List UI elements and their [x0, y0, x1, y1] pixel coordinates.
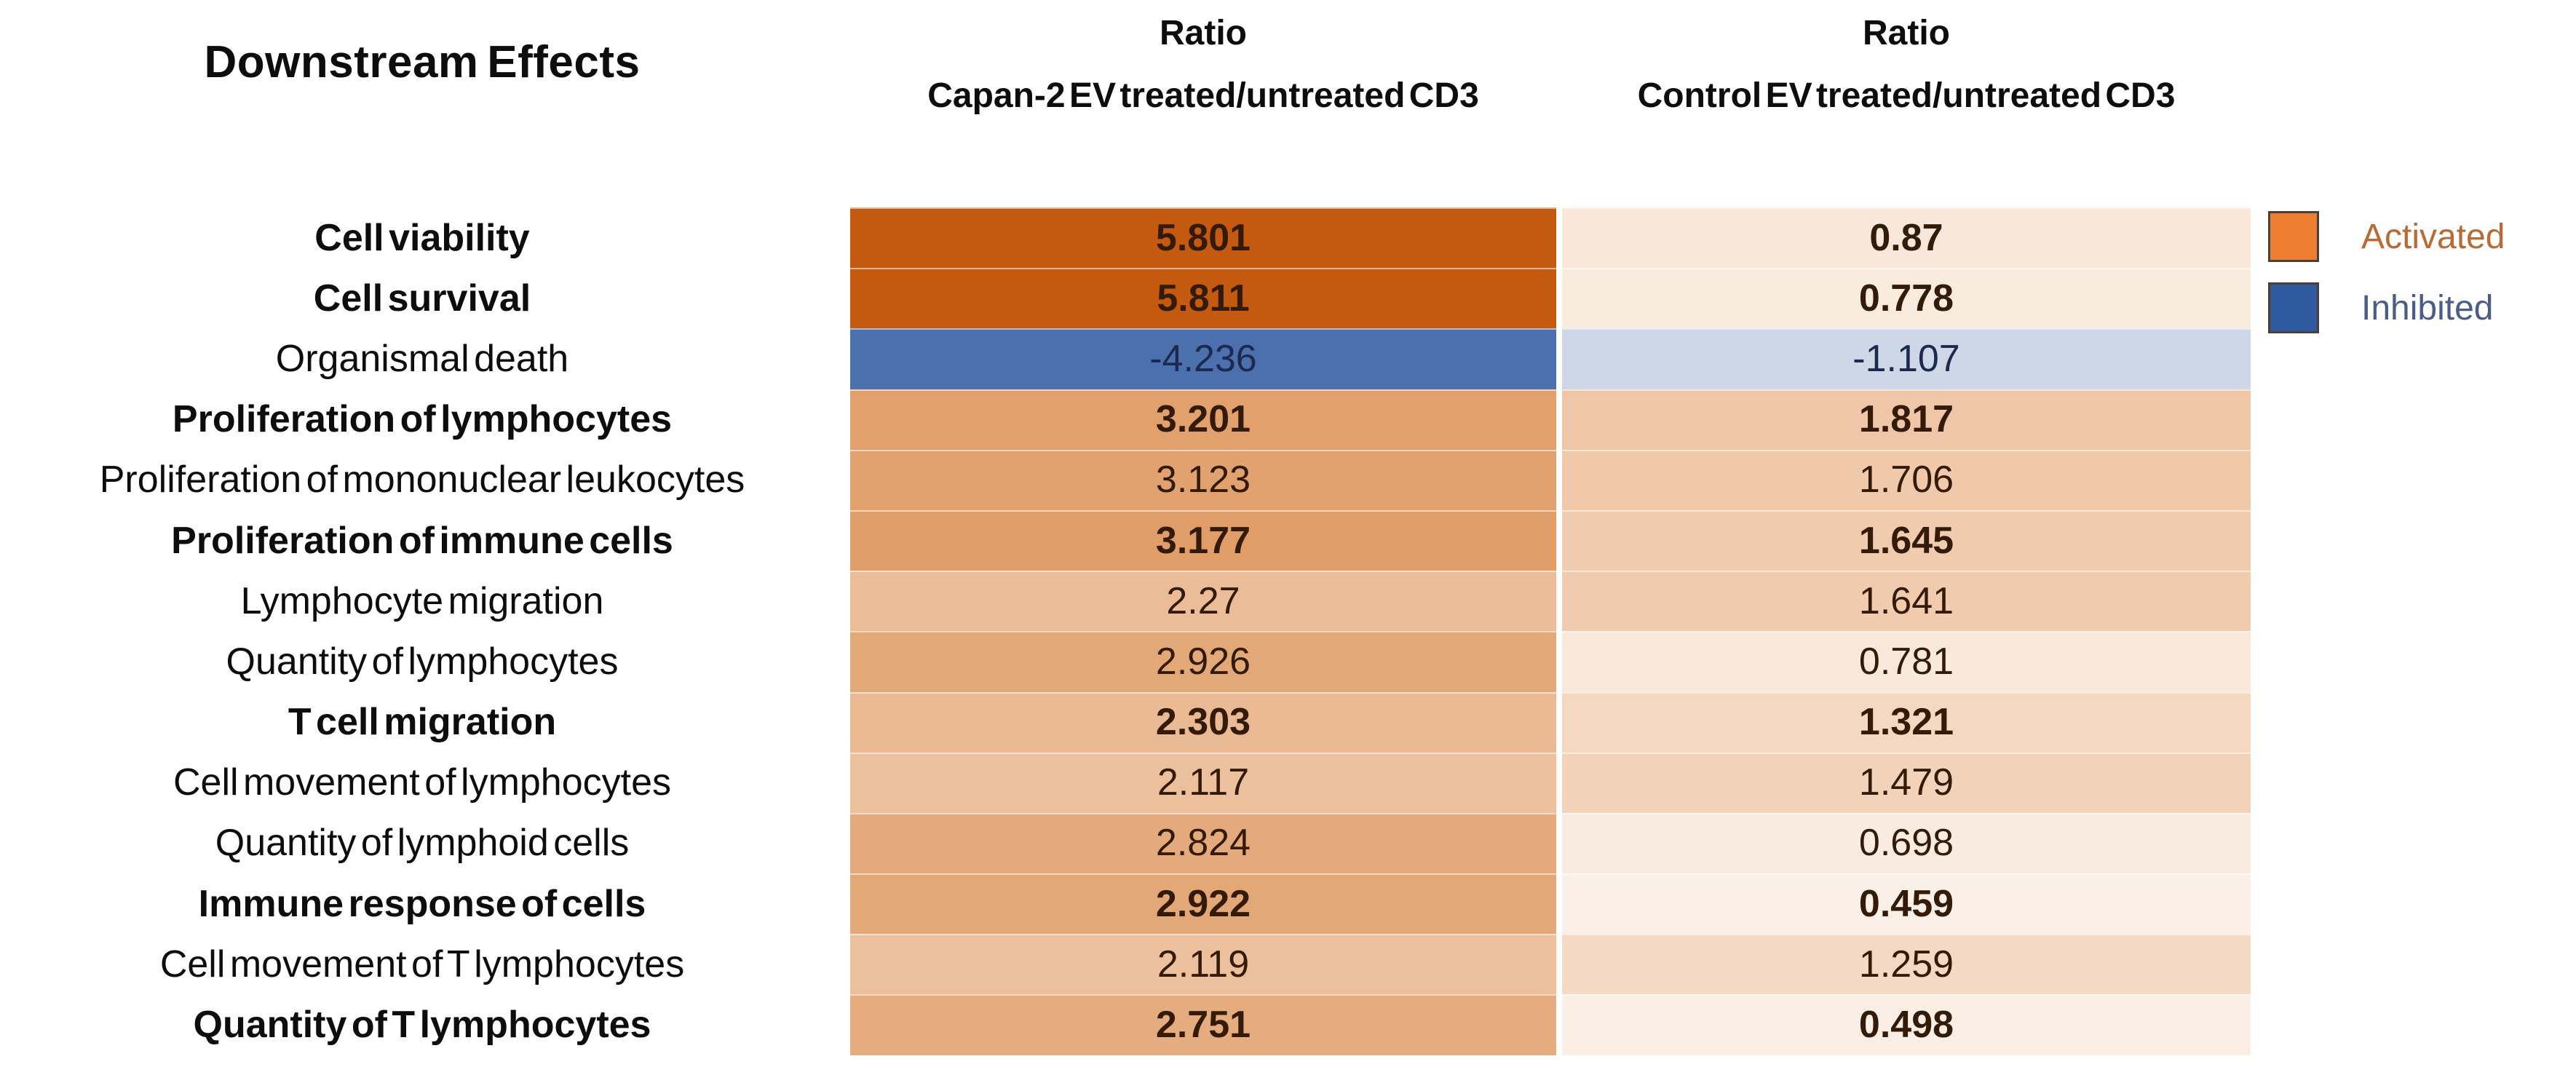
capan2-value-cell: 2.751 — [850, 994, 1556, 1055]
capan2-value-cell: 3.123 — [850, 449, 1556, 510]
heatmap-table: Cell viability 5.801 0.87 Cell survival … — [0, 207, 2251, 1055]
capan2-value-cell: 2.303 — [850, 691, 1556, 753]
legend: Activated Inhibited — [2268, 211, 2505, 354]
row-label: Organismal death — [275, 337, 569, 380]
control-value-cell: 0.778 — [1562, 268, 2251, 329]
column-subheader-control: Control EV treated/untreated CD3 — [1637, 76, 2176, 115]
column-header-ratio-capan2: Ratio — [1160, 14, 1247, 52]
row-label: Cell viability — [314, 216, 530, 259]
table-row: Lymphocyte migration 2.27 1.641 — [0, 571, 2251, 632]
legend-item-inhibited: Inhibited — [2268, 282, 2505, 333]
legend-label-activated: Activated — [2361, 217, 2505, 256]
table-row: Quantity of lymphocytes 2.926 0.781 — [0, 631, 2251, 692]
capan2-value-cell: 2.117 — [850, 752, 1556, 813]
capan2-value-cell: 5.801 — [850, 207, 1556, 269]
row-label: Proliferation of immune cells — [171, 519, 673, 562]
control-value-cell: 0.459 — [1562, 873, 2251, 935]
capan2-value-cell: 3.201 — [850, 389, 1556, 450]
table-row: Cell viability 5.801 0.87 — [0, 207, 2251, 269]
column-subheader-capan2: Capan-2 EV treated/untreated CD3 — [927, 76, 1479, 115]
control-value-cell: 1.259 — [1562, 934, 2251, 995]
capan2-value-cell: -4.236 — [850, 328, 1556, 389]
table-row: Immune response of cells 2.922 0.459 — [0, 873, 2251, 935]
row-label: Cell movement of T lymphocytes — [159, 943, 685, 985]
capan2-value-cell: 2.824 — [850, 812, 1556, 874]
table-row: Cell movement of T lymphocytes 2.119 1.2… — [0, 934, 2251, 995]
activated-swatch-icon — [2268, 211, 2319, 262]
capan2-value-cell: 2.119 — [850, 934, 1556, 995]
row-label: Proliferation of mononuclear leukocytes — [99, 459, 745, 501]
row-label: Quantity of lymphocytes — [226, 640, 619, 683]
table-row: Cell survival 5.811 0.778 — [0, 268, 2251, 329]
row-label: Lymphocyte migration — [240, 579, 604, 622]
control-value-cell: 1.321 — [1562, 691, 2251, 753]
row-label: Quantity of lymphoid cells — [215, 822, 630, 865]
capan2-value-cell: 2.926 — [850, 631, 1556, 692]
row-label: T cell migration — [288, 701, 557, 744]
table-row: T cell migration 2.303 1.321 — [0, 691, 2251, 753]
control-value-cell: 1.645 — [1562, 509, 2251, 571]
control-value-cell: 1.479 — [1562, 752, 2251, 813]
legend-item-activated: Activated — [2268, 211, 2505, 262]
control-value-cell: 0.498 — [1562, 994, 2251, 1055]
capan2-value-cell: 2.27 — [850, 571, 1556, 632]
control-value-cell: -1.107 — [1562, 328, 2251, 389]
table-row: Proliferation of immune cells 3.177 1.64… — [0, 509, 2251, 571]
column-header-ratio-control: Ratio — [1863, 14, 1950, 52]
capan2-value-cell: 5.811 — [850, 268, 1556, 329]
legend-label-inhibited: Inhibited — [2361, 288, 2494, 328]
table-row: Organismal death -4.236 -1.107 — [0, 328, 2251, 389]
inhibited-swatch-icon — [2268, 282, 2319, 333]
row-label: Proliferation of lymphocytes — [172, 398, 673, 441]
page-title: Downstream Effects — [204, 37, 641, 87]
table-row: Cell movement of lymphocytes 2.117 1.479 — [0, 752, 2251, 813]
control-value-cell: 0.698 — [1562, 812, 2251, 874]
row-label: Immune response of cells — [198, 882, 646, 925]
control-value-cell: 0.781 — [1562, 631, 2251, 692]
capan2-value-cell: 3.177 — [850, 509, 1556, 571]
table-row: Proliferation of lymphocytes 3.201 1.817 — [0, 389, 2251, 450]
control-value-cell: 1.706 — [1562, 449, 2251, 510]
capan2-value-cell: 2.922 — [850, 873, 1556, 935]
row-label: Cell survival — [313, 277, 531, 320]
table-row: Quantity of lymphoid cells 2.824 0.698 — [0, 812, 2251, 874]
table-row: Proliferation of mononuclear leukocytes … — [0, 449, 2251, 510]
row-label: Quantity of T lymphocytes — [193, 1004, 651, 1047]
control-value-cell: 1.641 — [1562, 571, 2251, 632]
row-label: Cell movement of lymphocytes — [173, 761, 672, 804]
control-value-cell: 0.87 — [1562, 207, 2251, 269]
table-row: Quantity of T lymphocytes 2.751 0.498 — [0, 994, 2251, 1055]
control-value-cell: 1.817 — [1562, 389, 2251, 450]
